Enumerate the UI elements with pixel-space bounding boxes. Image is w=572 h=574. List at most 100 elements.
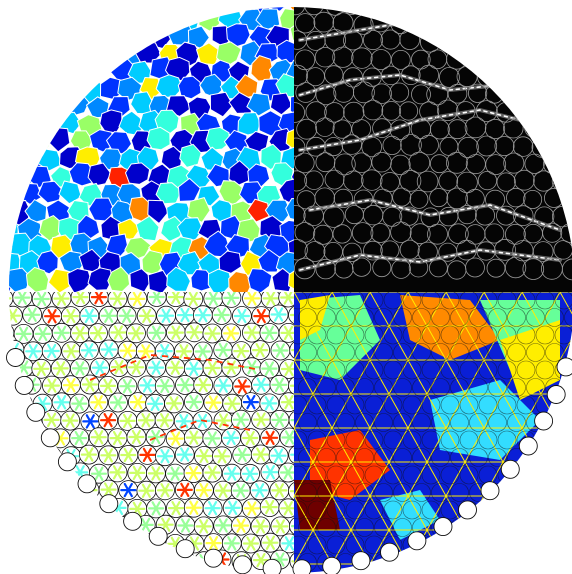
particle-circle	[383, 500, 403, 520]
bond-star	[271, 483, 288, 498]
particle-circle	[317, 308, 336, 327]
voronoi-cell	[146, 126, 171, 151]
particle-circle	[421, 325, 441, 345]
bond-star	[270, 307, 287, 322]
particle-circle	[507, 413, 526, 432]
particle-circle	[294, 430, 308, 450]
particle-circle	[389, 119, 411, 141]
particle-circle	[341, 134, 362, 155]
bond-star	[253, 377, 270, 392]
particle-circle	[288, 410, 294, 431]
particle-circle	[317, 448, 336, 467]
bond-star	[91, 360, 109, 375]
particle-circle	[326, 500, 346, 520]
bond-star	[62, 308, 79, 324]
particle-circle	[503, 152, 525, 174]
particle-circle	[294, 535, 308, 555]
bond-star	[148, 325, 165, 340]
bond-star	[175, 344, 192, 359]
bond-star	[119, 413, 136, 429]
particle-circle	[294, 64, 308, 87]
bond-star	[224, 500, 241, 516]
particle-circle	[459, 430, 479, 450]
bond-star	[185, 361, 202, 376]
particle-circle	[294, 102, 306, 123]
bond-star	[242, 466, 259, 481]
voronoi-cell	[237, 112, 261, 136]
particle-circle	[448, 223, 469, 245]
voronoi-cell	[129, 268, 153, 292]
particle-circle	[488, 343, 507, 362]
bond-star	[262, 292, 279, 306]
bond-star	[215, 518, 232, 533]
bond-star	[167, 431, 184, 446]
particle-circle	[364, 292, 384, 310]
boundary-circle	[175, 539, 195, 559]
particle-circle	[324, 169, 345, 190]
voronoi-cell	[179, 143, 202, 168]
particle-circle	[507, 378, 526, 397]
bond-star	[280, 361, 294, 377]
particle-circle	[298, 483, 317, 502]
boundary-circle	[40, 428, 60, 448]
particle-circle	[345, 430, 365, 450]
particle-circle	[374, 413, 393, 432]
particle-circle	[516, 292, 536, 310]
particle-circle	[438, 67, 460, 88]
voronoi-cell	[225, 23, 251, 48]
voronoi-cell	[25, 266, 50, 292]
bond-star	[165, 396, 183, 411]
particle-circle	[363, 240, 383, 261]
particle-circle	[496, 205, 516, 226]
bond-star	[234, 447, 251, 462]
voronoi-cell	[155, 74, 183, 99]
boundary-circle	[57, 452, 77, 472]
particle-circle	[485, 189, 506, 210]
particle-circle	[305, 101, 327, 123]
particle-circle	[362, 99, 384, 121]
particle-circle	[355, 308, 374, 327]
particle-circle	[307, 430, 327, 450]
particle-circle	[457, 205, 477, 225]
particle-circle	[314, 187, 336, 209]
particle-circle	[450, 413, 469, 432]
bond-star	[261, 499, 278, 515]
particle-circle	[324, 65, 344, 85]
particle-circle	[298, 518, 317, 537]
particle-circle	[421, 430, 441, 450]
bond-star	[43, 309, 61, 324]
particle-circle	[345, 395, 365, 415]
bond-star	[242, 536, 259, 551]
bond-star	[195, 377, 212, 393]
particle-circle	[393, 483, 412, 502]
particle-circle	[402, 430, 422, 450]
bond-star	[137, 413, 154, 428]
particle-circle	[402, 360, 422, 380]
particle-circle	[373, 188, 393, 208]
particle-circle	[429, 188, 449, 208]
bond-star	[109, 465, 126, 480]
filament-core	[299, 109, 561, 151]
particle-circle	[294, 360, 308, 380]
particle-circle	[298, 343, 317, 362]
particle-circle	[390, 221, 412, 243]
bond-star	[109, 292, 126, 306]
bond-star	[110, 325, 127, 340]
particle-circle	[450, 308, 469, 327]
particle-circle	[307, 535, 327, 555]
particle-circle	[532, 241, 554, 262]
bond-star	[204, 501, 221, 516]
particle-circle	[361, 169, 383, 191]
particle-circle	[428, 258, 448, 278]
bond-star	[185, 465, 202, 481]
bond-star	[89, 325, 107, 341]
bond-star	[109, 430, 126, 446]
particle-circle	[478, 292, 498, 310]
bond-star	[280, 325, 294, 341]
particle-circle	[307, 500, 327, 520]
particle-circle	[484, 118, 506, 140]
particle-circle	[336, 308, 355, 327]
particle-circle	[459, 292, 479, 310]
bond-star	[147, 396, 164, 411]
bond-star	[243, 292, 261, 306]
